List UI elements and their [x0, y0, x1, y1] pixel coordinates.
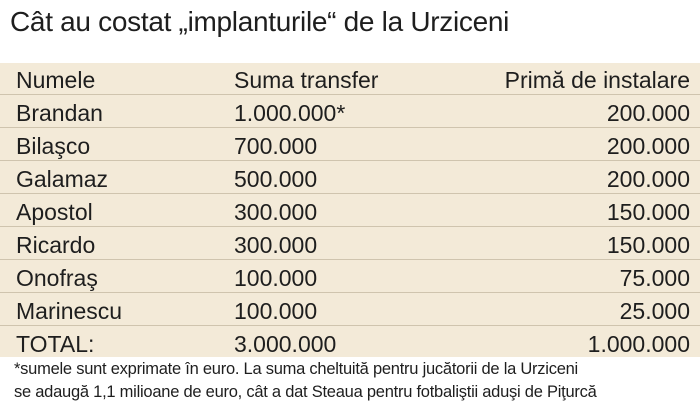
- transfer-amount: 500.000: [234, 166, 318, 192]
- player-name: Ricardo: [16, 232, 96, 258]
- player-name: Galamaz: [16, 166, 109, 192]
- footnote-line: *sumele sunt exprimate în euro. La suma …: [14, 360, 578, 378]
- transfer-amount: 300.000: [234, 199, 318, 225]
- table-row: Ricardo 300.000 150.000: [0, 228, 700, 260]
- table-row: Bilaşco 700.000 200.000: [0, 129, 700, 161]
- total-transfer: 3.000.000: [234, 331, 337, 357]
- player-name: Bilaşco: [16, 133, 91, 159]
- bonus-amount: 200.000: [606, 100, 690, 126]
- transfer-amount: 100.000: [234, 265, 318, 291]
- player-name: Apostol: [16, 199, 93, 225]
- page-title: Cât au costat „implanturile“ de la Urzic…: [10, 6, 510, 37]
- header-name: Numele: [16, 67, 96, 93]
- table-row: Onofraş 100.000 75.000: [0, 261, 700, 293]
- bonus-amount: 200.000: [606, 133, 690, 159]
- table-row: Apostol 300.000 150.000: [0, 195, 700, 227]
- player-name: Marinescu: [16, 298, 123, 324]
- table-total-row: TOTAL: 3.000.000 1.000.000: [0, 327, 700, 359]
- transfer-amount: 700.000: [234, 133, 318, 159]
- transfer-table: Numele Suma transfer Primă de instalare …: [0, 63, 700, 357]
- bonus-amount: 75.000: [619, 265, 690, 291]
- transfer-amount: 100.000: [234, 298, 318, 324]
- table-header-row: Numele Suma transfer Primă de instalare: [0, 63, 700, 95]
- header-transfer: Suma transfer: [234, 67, 379, 93]
- table-row: Brandan 1.000.000* 200.000: [0, 96, 700, 128]
- footnote: *sumele sunt exprimate în euro. La suma …: [14, 358, 694, 404]
- transfer-amount: 1.000.000*: [234, 100, 346, 126]
- bonus-amount: 150.000: [606, 199, 690, 225]
- transfer-amount: 300.000: [234, 232, 318, 258]
- footnote-line: se adaugă 1,1 milioane de euro, cât a da…: [14, 383, 597, 401]
- bonus-amount: 200.000: [606, 166, 690, 192]
- bonus-amount: 25.000: [619, 298, 690, 324]
- header-bonus: Primă de instalare: [504, 67, 690, 93]
- table-row: Galamaz 500.000 200.000: [0, 162, 700, 194]
- total-label: TOTAL:: [16, 331, 95, 357]
- player-name: Brandan: [16, 100, 103, 126]
- table-row: Marinescu 100.000 25.000: [0, 294, 700, 326]
- total-bonus: 1.000.000: [587, 331, 690, 357]
- player-name: Onofraş: [16, 265, 98, 291]
- bonus-amount: 150.000: [606, 232, 690, 258]
